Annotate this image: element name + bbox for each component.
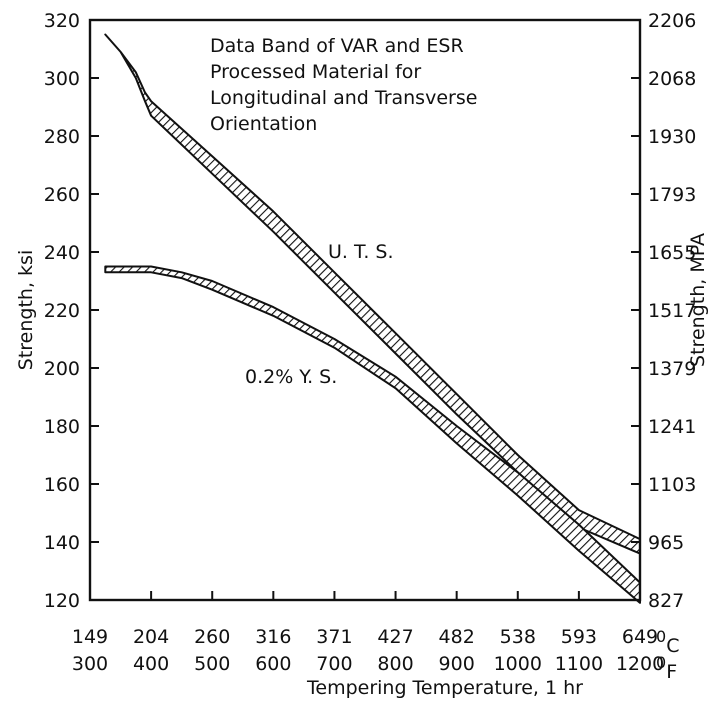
series-label-uts: U. T. S. xyxy=(328,241,394,263)
series-band-ys xyxy=(104,265,641,604)
y-tick-label-mpa: 965 xyxy=(648,532,684,554)
y-tick-label-mpa: 1241 xyxy=(648,416,696,438)
x-unit-fahrenheit: 0F xyxy=(656,653,677,683)
y-tick-label-ksi: 240 xyxy=(44,242,80,264)
x-tick-label-f: 1200 xyxy=(616,653,664,675)
x-axis-label: Tempering Temperature, 1 hr xyxy=(306,677,583,699)
chart-title-line-3: Longitudinal and Transverse xyxy=(210,87,477,109)
y-axis-label-right: Strength, MPA xyxy=(687,233,709,367)
y-tick-label-ksi: 220 xyxy=(44,300,80,322)
x-tick-label-f: 800 xyxy=(377,653,413,675)
y-tick-label-mpa: 2206 xyxy=(648,10,696,32)
series-label-ys: 0.2% Y. S. xyxy=(245,366,337,388)
y-tick-label-ksi: 280 xyxy=(44,126,80,148)
y-tick-label-ksi: 160 xyxy=(44,474,80,496)
x-tick-label-f: 700 xyxy=(316,653,352,675)
y-tick-label-mpa: 1655 xyxy=(648,242,696,264)
chart-title-line-2: Processed Material for xyxy=(210,61,421,83)
y-tick-label-mpa: 1793 xyxy=(648,184,696,206)
data-bands xyxy=(104,33,641,604)
axis-ticks: 300 149 400 204 500 260 600 316 700 371 800 427 900 4… xyxy=(44,10,697,675)
y-tick-label-ksi: 180 xyxy=(44,416,80,438)
series-band-uts xyxy=(104,33,641,555)
x-tick-label-f: 400 xyxy=(133,653,169,675)
x-tick-label-f: 900 xyxy=(439,653,475,675)
y-tick-label-mpa: 2068 xyxy=(648,68,696,90)
y-tick-label-ksi: 320 xyxy=(44,10,80,32)
y-tick-label-ksi: 200 xyxy=(44,358,80,380)
x-tick-label-f: 1100 xyxy=(555,653,603,675)
x-tick-label-f: 300 xyxy=(72,653,108,675)
y-axis-label-left: Strength, ksi xyxy=(15,250,37,370)
x-unit-celsius-letter: C xyxy=(666,635,679,657)
y-tick-label-ksi: 300 xyxy=(44,68,80,90)
x-tick-label-c: 149 xyxy=(72,626,108,648)
chart-title-line-1: Data Band of VAR and ESR xyxy=(210,35,464,57)
y-tick-label-mpa: 1379 xyxy=(648,358,696,380)
y-tick-label-ksi: 120 xyxy=(44,590,80,612)
y-tick-label-mpa: 1517 xyxy=(648,300,696,322)
y-tick-label-ksi: 140 xyxy=(44,532,80,554)
y-tick-label-ksi: 260 xyxy=(44,184,80,206)
x-unit-fahrenheit-degree: 0 xyxy=(656,653,666,672)
x-tick-label-c: 538 xyxy=(500,626,536,648)
x-tick-label-c: 204 xyxy=(133,626,169,648)
x-unit-celsius-degree: 0 xyxy=(656,627,666,646)
x-tick-label-c: 482 xyxy=(439,626,475,648)
x-unit-fahrenheit-letter: F xyxy=(666,661,677,683)
x-tick-label-f: 600 xyxy=(255,653,291,675)
x-tick-label-f: 500 xyxy=(194,653,230,675)
x-tick-label-c: 316 xyxy=(255,626,291,648)
y-tick-label-mpa: 1103 xyxy=(648,474,696,496)
x-unit-celsius: 0C xyxy=(656,627,679,657)
x-tick-label-c: 371 xyxy=(316,626,352,648)
chart-title-line-4: Orientation xyxy=(210,113,317,135)
x-tick-label-c: 649 xyxy=(622,626,658,648)
x-tick-label-c: 260 xyxy=(194,626,230,648)
x-tick-label-f: 1000 xyxy=(494,653,542,675)
y-tick-label-mpa: 827 xyxy=(648,590,684,612)
x-tick-label-c: 593 xyxy=(561,626,597,648)
x-tick-label-c: 427 xyxy=(377,626,413,648)
y-tick-label-mpa: 1930 xyxy=(648,126,696,148)
